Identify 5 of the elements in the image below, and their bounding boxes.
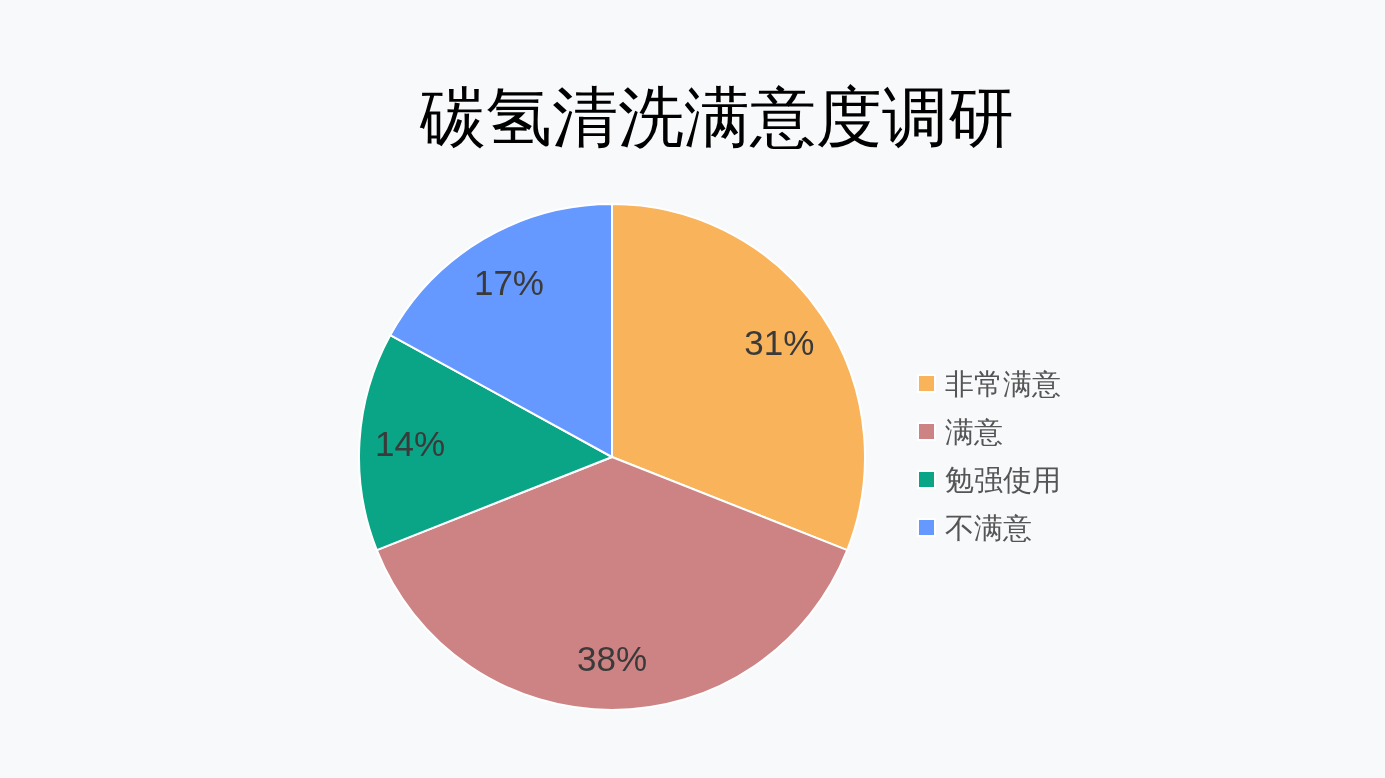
legend-label: 勉强使用 — [945, 464, 1061, 496]
legend-label: 不满意 — [945, 512, 1032, 544]
legend-label: 非常满意 — [945, 368, 1061, 400]
legend-label: 满意 — [945, 416, 1003, 448]
title: 碳氢清洗满意度调研 — [420, 80, 1014, 154]
